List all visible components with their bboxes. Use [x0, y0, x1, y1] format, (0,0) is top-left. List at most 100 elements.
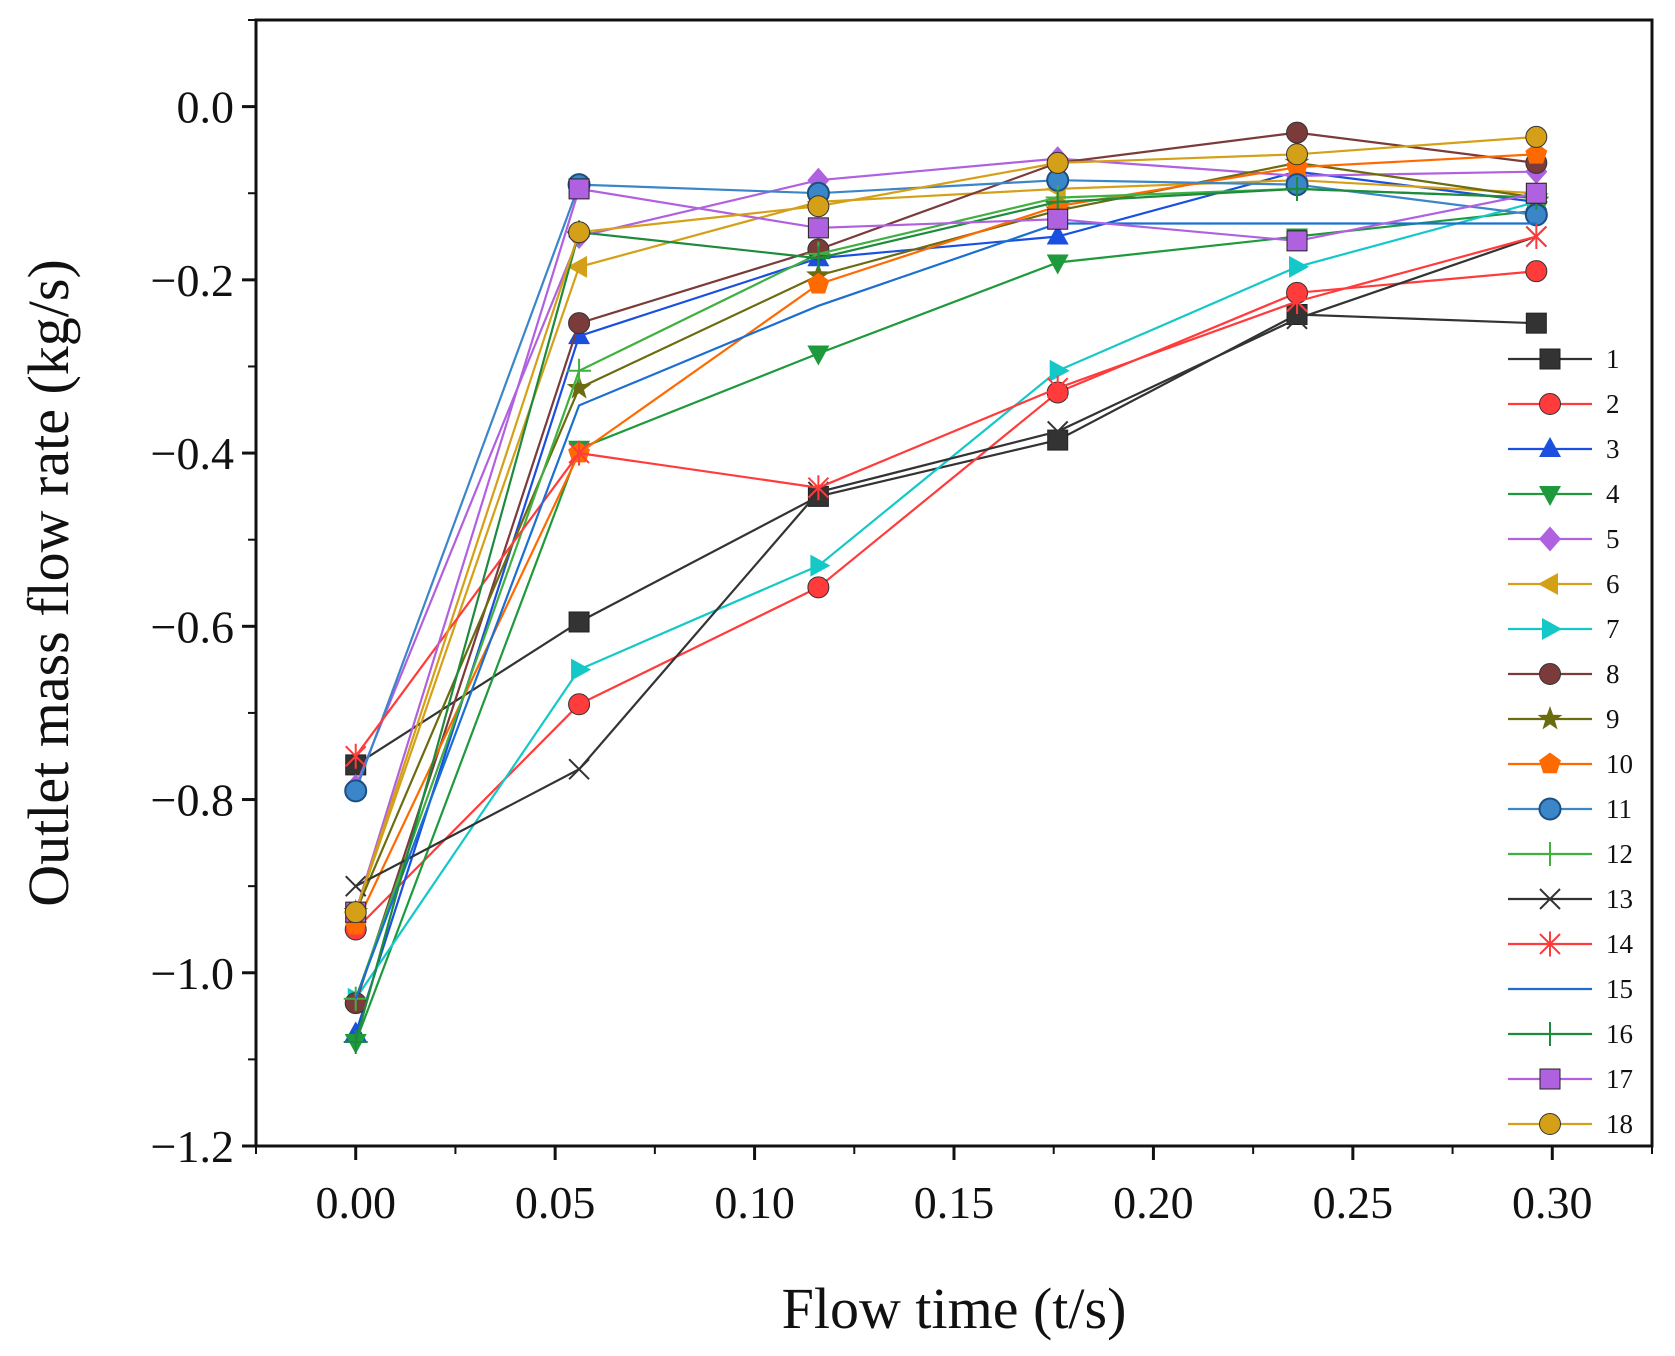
series-line	[355, 235, 1537, 888]
data-point	[1286, 143, 1309, 166]
y-tick-label: −0.6	[151, 601, 234, 652]
data-point	[807, 217, 829, 239]
data-point	[1539, 348, 1561, 370]
series-line	[354, 200, 1537, 1000]
y-tick-label: −0.4	[151, 428, 234, 479]
legend-item-5: 5	[1508, 524, 1620, 554]
data-point	[1539, 526, 1561, 552]
legend-label: 11	[1606, 794, 1632, 824]
data-point	[1538, 1022, 1562, 1046]
series-16	[343, 176, 1549, 1055]
x-tick-label: 0.05	[515, 1177, 596, 1228]
data-point	[568, 758, 590, 780]
legend-label: 3	[1606, 434, 1620, 464]
data-point	[345, 743, 367, 769]
legend-label: 7	[1606, 614, 1620, 644]
legend-label: 4	[1606, 479, 1620, 509]
data-point	[1542, 618, 1562, 640]
data-point	[1289, 255, 1310, 278]
series-1	[345, 303, 1547, 776]
legend-item-16: 16	[1508, 1019, 1633, 1049]
x-tick-label: 0.20	[1113, 1177, 1194, 1228]
legend-label: 5	[1606, 524, 1620, 554]
y-tick-label: −0.8	[151, 775, 234, 826]
data-point	[567, 255, 588, 278]
series-line	[354, 187, 1537, 913]
legend-label: 9	[1606, 704, 1620, 734]
x-tick-label: 0.00	[315, 1177, 396, 1228]
data-point	[343, 1030, 368, 1055]
x-tick-label: 0.30	[1512, 1177, 1593, 1228]
data-point	[807, 576, 830, 599]
series-7	[347, 190, 1549, 1010]
legend-label: 18	[1606, 1109, 1633, 1139]
data-point	[1525, 142, 1548, 164]
data-point	[1525, 182, 1547, 204]
data-point	[1286, 230, 1308, 252]
x-axis: 0.00 0.05 0.10 0.15 0.20 0.25 0.30	[255, 1146, 1653, 1228]
legend-label: 6	[1606, 569, 1620, 599]
series-5	[344, 146, 1548, 800]
data-point	[1286, 308, 1308, 330]
data-point	[807, 345, 830, 366]
data-point	[1046, 375, 1069, 401]
legend-label: 2	[1606, 389, 1620, 419]
data-point	[807, 272, 830, 294]
legend-item-3: 3	[1508, 434, 1620, 464]
data-point	[810, 554, 831, 577]
legend-item-6: 6	[1508, 569, 1620, 599]
data-point	[344, 779, 368, 803]
data-point	[1286, 121, 1309, 144]
series-17	[345, 178, 1547, 923]
data-point	[1538, 797, 1562, 821]
series-line	[355, 313, 1537, 766]
legend-item-14: 14	[1508, 929, 1634, 959]
legend-item-2: 2	[1508, 389, 1620, 419]
data-point	[1046, 151, 1069, 174]
x-tick-label: 0.15	[914, 1177, 995, 1228]
legend-label: 12	[1606, 839, 1633, 869]
data-point	[807, 475, 830, 501]
data-point	[1539, 931, 1561, 957]
series-line	[354, 179, 1537, 792]
data-point	[1538, 573, 1558, 595]
series-line	[354, 170, 1537, 1034]
y-tick-label: −1.2	[151, 1121, 234, 1172]
legend-item-7: 7	[1508, 614, 1620, 644]
data-point	[567, 358, 592, 383]
series-18	[344, 125, 1548, 924]
data-point	[1046, 224, 1069, 245]
x-tick-label: 0.10	[714, 1177, 795, 1228]
data-point	[807, 195, 830, 218]
data-point	[1046, 420, 1069, 443]
series-line	[354, 153, 1537, 926]
series-line	[354, 270, 1537, 931]
series-15	[354, 222, 1537, 1000]
data-point	[1525, 224, 1548, 250]
data-point	[1046, 254, 1069, 275]
legend-label: 16	[1606, 1019, 1633, 1049]
data-point	[568, 693, 591, 716]
series-line	[354, 187, 1537, 1043]
data-point	[806, 246, 831, 271]
legend-label: 1	[1606, 344, 1620, 374]
series-3	[344, 159, 1548, 1042]
data-point	[1049, 359, 1070, 382]
series-line	[354, 131, 1537, 1004]
data-point	[1525, 125, 1548, 148]
y-tick-label: −0.2	[151, 255, 234, 306]
legend-item-8: 8	[1508, 659, 1620, 689]
series-line	[354, 179, 1537, 913]
data-point	[1047, 208, 1069, 230]
data-point	[1539, 752, 1561, 774]
legend-item-12: 12	[1508, 839, 1633, 869]
legend-item-4: 4	[1508, 479, 1620, 509]
legend-item-13: 13	[1508, 884, 1633, 914]
series-line	[354, 161, 1537, 913]
legend-label: 14	[1606, 929, 1634, 959]
x-axis-title: Flow time (t/s)	[782, 1276, 1127, 1341]
series-line	[354, 222, 1537, 1000]
data-point	[344, 901, 367, 924]
data-point	[1539, 393, 1561, 415]
series-9	[343, 149, 1549, 923]
